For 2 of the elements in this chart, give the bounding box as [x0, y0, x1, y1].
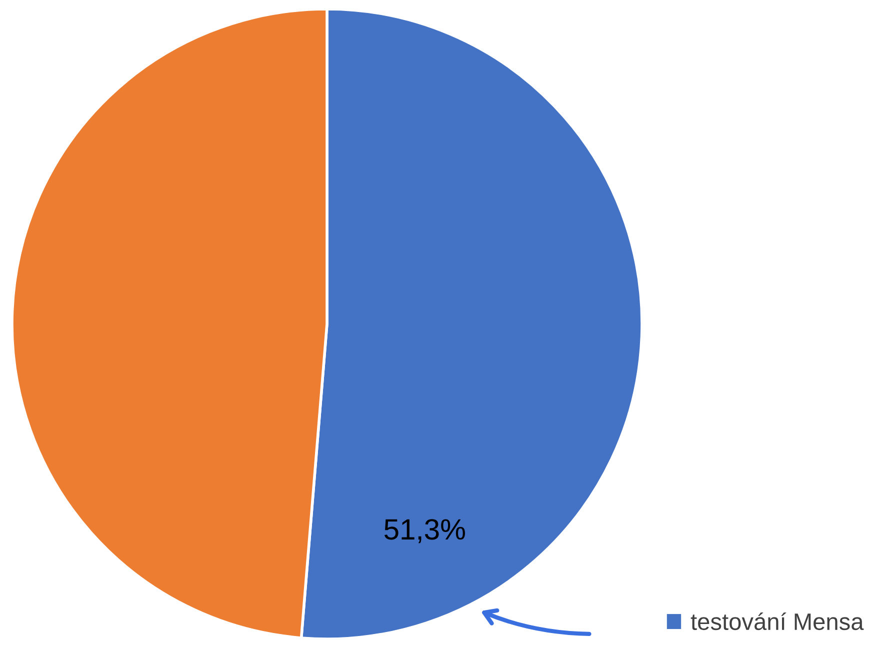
data-label: 51,3%	[384, 519, 465, 544]
legend-label: testování Mensa	[690, 612, 864, 630]
